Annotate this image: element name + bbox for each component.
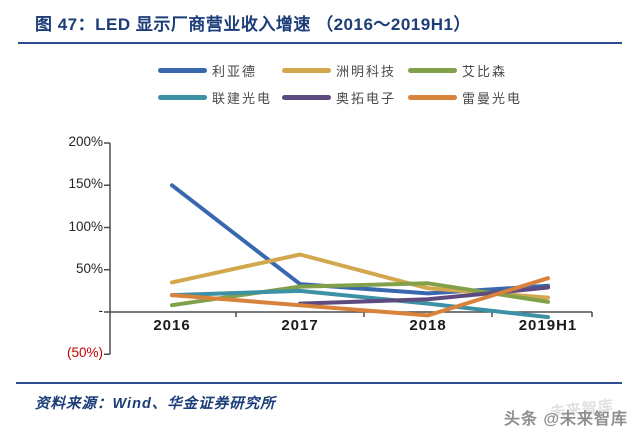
legend-swatch-icon — [408, 94, 457, 100]
legend-swatch-icon — [282, 94, 331, 100]
y-tick-label: 50% — [75, 260, 103, 276]
legend-item: 雷曼光电 — [408, 88, 548, 106]
y-tick-label: - — [98, 303, 104, 318]
legend-label: 利亚德 — [212, 63, 258, 79]
x-axis-label: 2017 — [281, 317, 319, 334]
legend-item: 联建光电 — [158, 88, 282, 106]
legend-item: 奥拓电子 — [282, 88, 408, 106]
y-tick-label: 200% — [68, 134, 103, 149]
x-axis-label: 2016 — [153, 317, 191, 334]
x-axis-label: 2018 — [409, 317, 447, 334]
watermark: 头条 @未来智库 — [503, 411, 628, 428]
legend-label: 洲明科技 — [336, 63, 397, 79]
legend-label: 奥拓电子 — [336, 90, 397, 106]
legend-swatch-icon — [158, 94, 207, 100]
legend-swatch-icon — [282, 67, 331, 73]
legend-label: 艾比森 — [462, 63, 508, 79]
source-note: 资料来源：Wind、华金证券研究所 — [35, 396, 276, 412]
y-tick-label: (50%) — [66, 345, 103, 361]
legend-item: 艾比森 — [408, 61, 548, 79]
source-divider — [16, 382, 622, 384]
legend-item: 洲明科技 — [282, 61, 408, 79]
legend-swatch-icon — [408, 67, 457, 73]
series-line-0 — [170, 183, 550, 296]
legend-label: 雷曼光电 — [462, 90, 523, 106]
legend-item: 利亚德 — [158, 61, 282, 79]
y-tick-label: 150% — [68, 176, 103, 192]
chart-legend: 利亚德 洲明科技 艾比森联建光电 奥拓电子 雷曼光电 — [158, 61, 548, 106]
series-line-3 — [170, 288, 550, 320]
series-line-5 — [170, 276, 550, 318]
title-divider — [18, 42, 622, 44]
y-tick-label: 100% — [68, 218, 103, 234]
x-axis-label: 2019H1 — [518, 317, 578, 334]
legend-label: 联建光电 — [212, 90, 273, 106]
figure-title: 图 47：LED 显示厂商营业收入增速 （2016～2019H1） — [35, 15, 471, 34]
legend-swatch-icon — [158, 67, 207, 73]
